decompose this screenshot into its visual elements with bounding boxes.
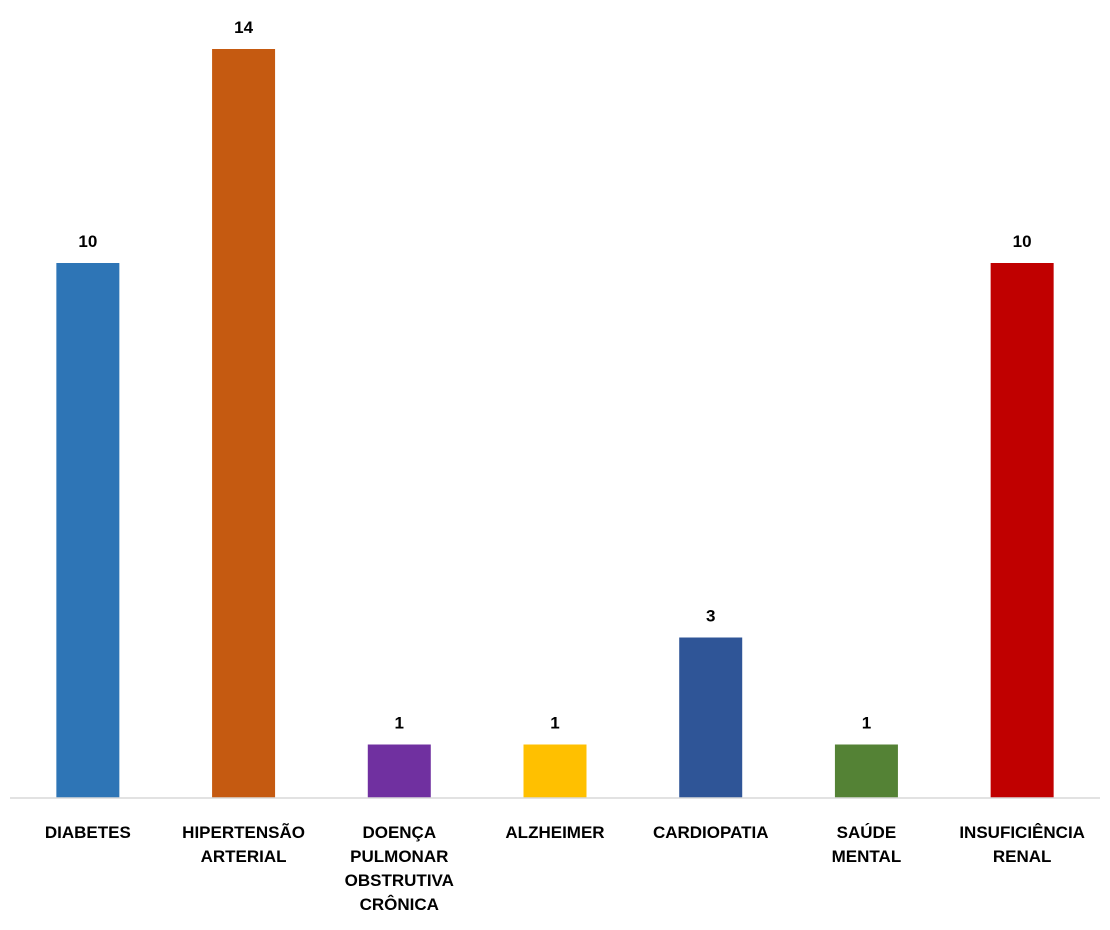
- category-labels-group: DIABETES HIPERTENSÃO ARTERIAL DOENÇA PULMONA…: [45, 822, 1085, 914]
- data-labels-group: 10 14 1 1 3 1 10: [78, 18, 1031, 733]
- bar-5: [834, 744, 898, 798]
- category-label-line: HIPERTENSÃO: [182, 822, 305, 842]
- category-label-line: INSUFICIÊNCIA: [959, 823, 1085, 842]
- bar-6: [990, 263, 1054, 798]
- category-label-3: ALZHEIMER: [505, 823, 604, 842]
- category-label-line: OBSTRUTIVA: [345, 871, 454, 890]
- category-label-6: INSUFICIÊNCIA RENAL: [959, 823, 1085, 866]
- data-label-4: 3: [706, 607, 715, 626]
- bars-group: [56, 49, 1054, 798]
- category-label-line: PULMONAR: [350, 847, 448, 866]
- bar-0: [56, 263, 120, 798]
- bar-4: [679, 637, 743, 798]
- bar-2: [367, 744, 431, 798]
- category-label-line: SAÚDE: [837, 823, 897, 842]
- category-label-line: ALZHEIMER: [505, 823, 604, 842]
- category-label-line: DIABETES: [45, 823, 131, 842]
- data-label-0: 10: [78, 232, 97, 251]
- category-label-4: CARDIOPATIA: [653, 823, 769, 842]
- category-label-line: RENAL: [993, 847, 1052, 866]
- category-label-line: CARDIOPATIA: [653, 823, 769, 842]
- category-label-line: MENTAL: [832, 847, 902, 866]
- data-label-1: 14: [234, 18, 253, 37]
- category-label-line: ARTERIAL: [201, 847, 287, 866]
- category-label-5: SAÚDE MENTAL: [832, 823, 902, 866]
- category-label-0: DIABETES: [45, 823, 131, 842]
- data-label-5: 1: [862, 714, 871, 733]
- bar-1: [212, 49, 276, 798]
- bar-3: [523, 744, 587, 798]
- category-label-line: DOENÇA: [362, 823, 436, 842]
- data-label-2: 1: [395, 714, 404, 733]
- data-label-3: 1: [550, 714, 559, 733]
- category-label-line: CRÔNICA: [360, 895, 439, 914]
- category-label-1: HIPERTENSÃO ARTERIAL: [182, 822, 305, 866]
- category-label-2: DOENÇA PULMONAR OBSTRUTIVA CRÔNICA: [345, 823, 454, 914]
- data-label-6: 10: [1013, 232, 1032, 251]
